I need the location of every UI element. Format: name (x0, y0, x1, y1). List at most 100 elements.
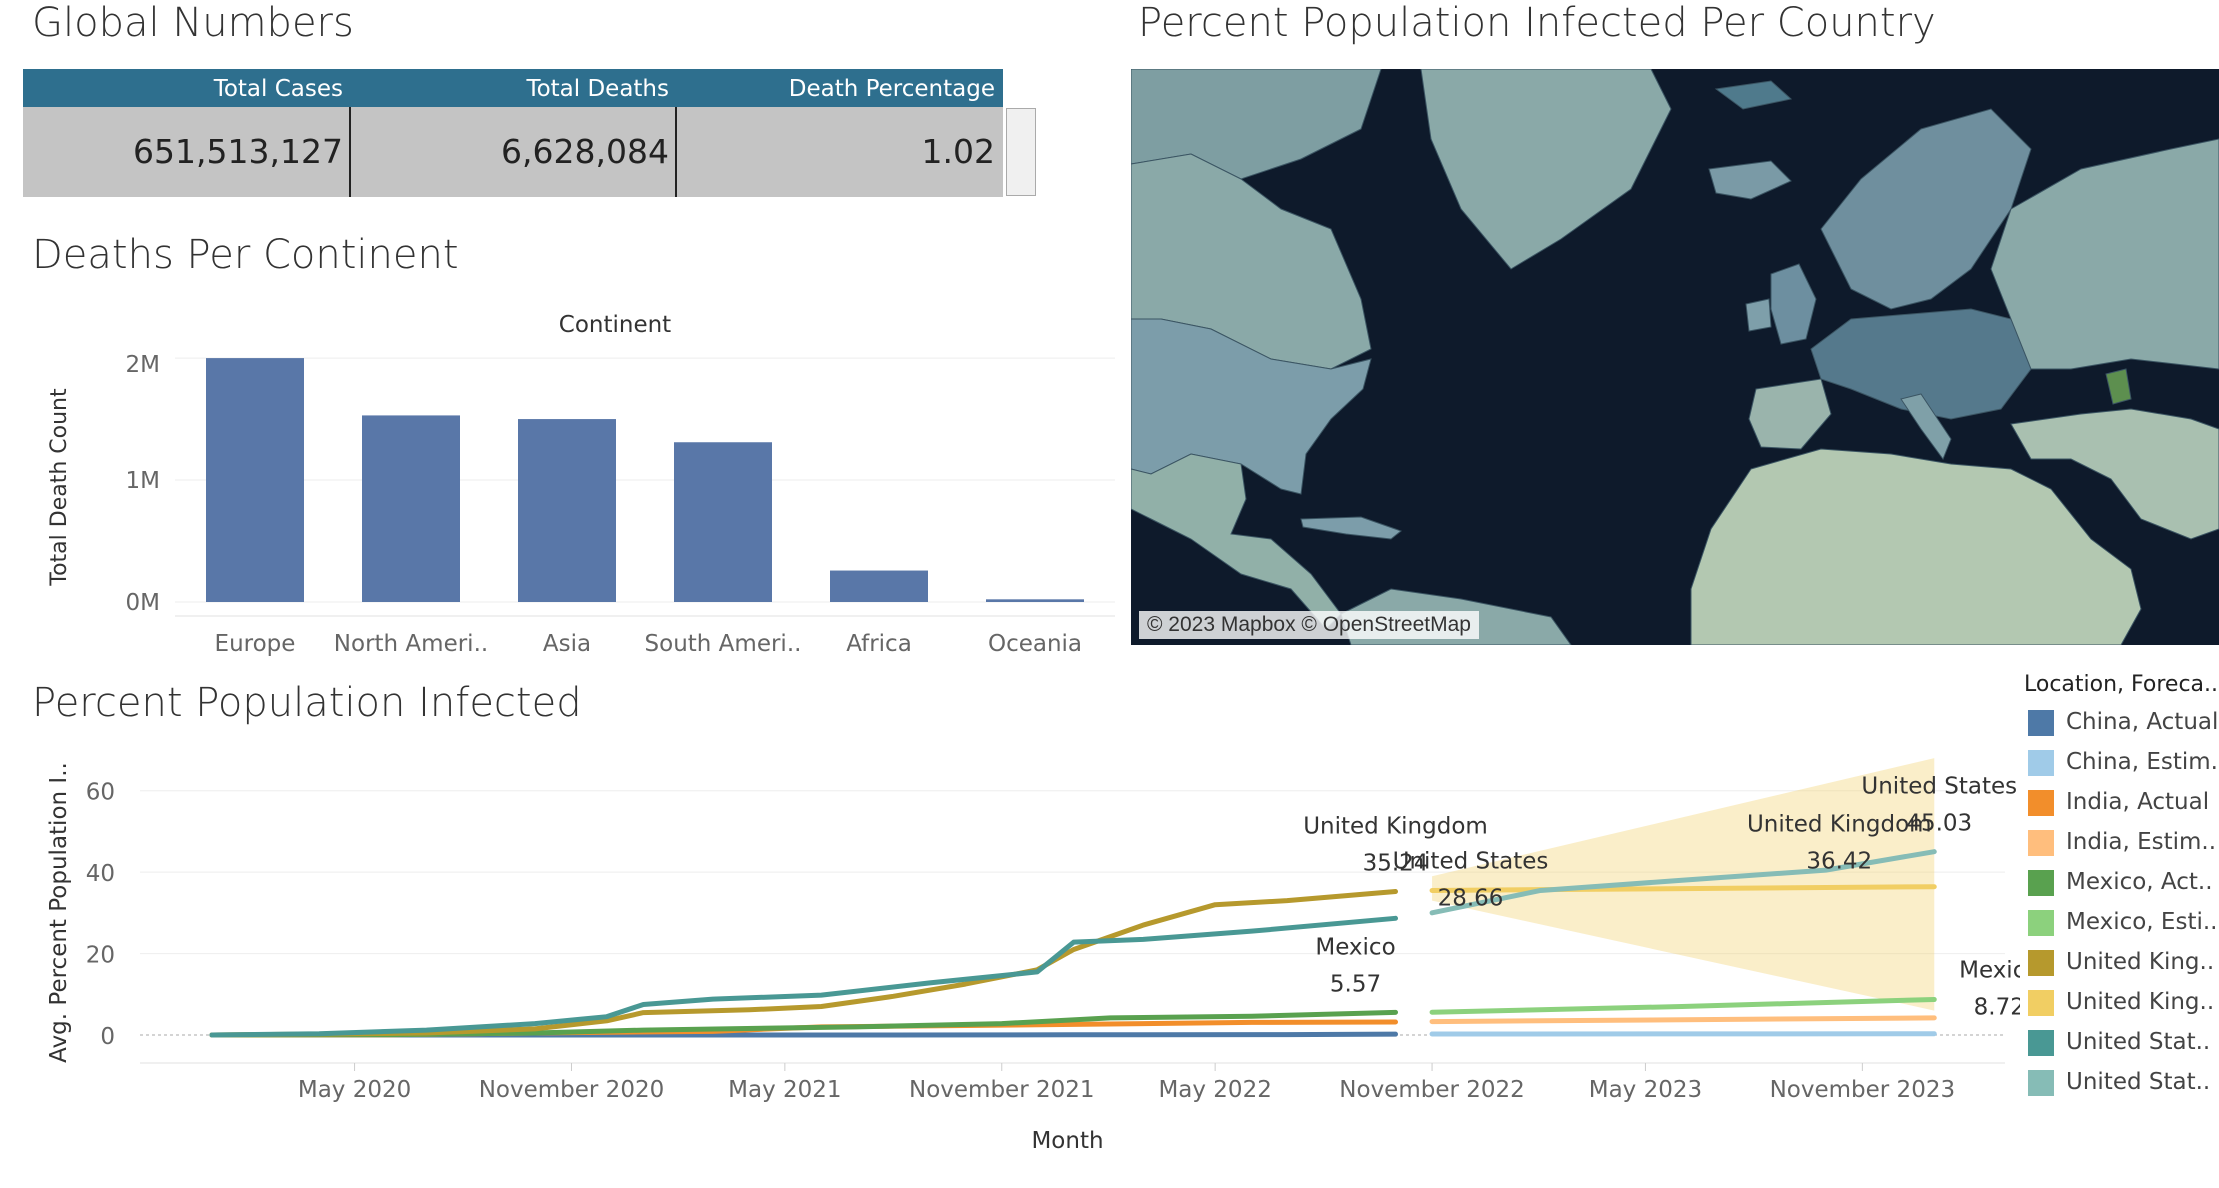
series-line-8 (1429, 884, 1937, 893)
annotation-value: 35.24 (1363, 851, 1429, 877)
legend-swatch (2028, 830, 2054, 856)
bar-2 (518, 419, 616, 602)
bar-x-tick-label: South Ameri.. (645, 631, 802, 657)
map-land-russia[interactable] (1990, 138, 2219, 370)
bar-1 (362, 415, 460, 602)
legend-item[interactable]: India, Actual (2024, 782, 2219, 822)
map-title: Percent Population Infected Per Country (1138, 0, 1936, 46)
bar-y-tick-label: 0M (126, 590, 160, 616)
header-total-cases[interactable]: Total Cases (213, 76, 343, 102)
bar-x-tick-label: North Ameri.. (334, 631, 488, 657)
legend-label: United King.. (2066, 949, 2215, 975)
line-x-tick-label: November 2020 (479, 1077, 665, 1103)
line-y-axis-label: Avg. Percent Population I.. (46, 762, 72, 1063)
line-x-tick-label: November 2022 (1339, 1077, 1525, 1103)
legend-label: United Stat.. (2066, 1069, 2211, 1095)
legend-item[interactable]: India, Estim.. (2024, 822, 2219, 862)
bar-3 (674, 442, 772, 602)
legend-label: United King.. (2066, 989, 2215, 1015)
legend-item[interactable]: Mexico, Act.. (2024, 862, 2219, 902)
series-line-9 (1429, 849, 1937, 916)
bar-x-tick-label: Asia (543, 631, 591, 657)
map-land-iceland[interactable] (1708, 160, 1792, 200)
legend-item[interactable]: Mexico, Esti.. (2024, 902, 2219, 942)
legend-swatch (2028, 710, 2054, 736)
bar-5 (986, 599, 1084, 602)
annotation-name: United States (1393, 848, 1549, 874)
world-map[interactable]: © 2023 Mapbox © OpenStreetMap (1131, 69, 2219, 645)
legend-label: China, Actual (2066, 709, 2219, 735)
line-y-tick-label: 60 (86, 780, 115, 806)
header-death-percentage[interactable]: Death Percentage (788, 76, 995, 102)
total-cases-value: 651,513,127 (133, 132, 343, 171)
death-percentage-value: 1.02 (921, 132, 995, 171)
series-line-4 (209, 915, 1399, 1038)
legend-item[interactable]: United King.. (2024, 942, 2219, 982)
deaths-per-continent-chart: Continent 0M 1M 2M Europe North Ameri.. Asia So… (47, 312, 1115, 657)
map-land-middle-east[interactable] (2010, 408, 2219, 540)
legend-label: India, Actual (2066, 789, 2210, 815)
map-land-greenland[interactable] (1420, 69, 1672, 270)
annotation-name: United States (1861, 774, 2017, 800)
map-land-africa[interactable] (1690, 448, 2142, 645)
map-land-caribbean[interactable] (1300, 516, 1403, 540)
annotation-name: United Kingdom (1303, 814, 1488, 840)
bar-x-tick-label: Oceania (988, 631, 1082, 657)
forecast-band (1432, 758, 1935, 1011)
map-land-europe[interactable] (1810, 308, 2032, 420)
legend-swatch (2028, 790, 2054, 816)
column-divider (349, 107, 351, 197)
legend-item[interactable]: China, Actual (2024, 702, 2219, 742)
map-credit: © 2023 Mapbox © OpenStreetMap (1139, 611, 1479, 639)
line-y-tick-label: 20 (86, 943, 115, 969)
legend-swatch (2028, 1030, 2054, 1056)
annotation-value: 5.57 (1330, 971, 1381, 997)
legend-title: Location, Foreca.. (2024, 672, 2219, 697)
map-land-svalbard[interactable] (1714, 80, 1793, 110)
map-land-caucasus[interactable] (2105, 368, 2132, 405)
series-line-3 (209, 889, 1399, 1038)
bar-x-tick-label: Africa (846, 631, 912, 657)
annotation-value: 8.72 (1974, 994, 2020, 1020)
legend-swatch (2028, 1070, 2054, 1096)
map-land-italy[interactable] (1900, 393, 1952, 461)
legend-swatch (2028, 750, 2054, 776)
global-numbers-title: Global Numbers (32, 0, 354, 46)
line-x-axis-label: Month (1031, 1128, 1103, 1154)
header-total-deaths[interactable]: Total Deaths (526, 76, 669, 102)
legend-swatch (2028, 990, 2054, 1016)
series-line-6 (1429, 1015, 1937, 1025)
bar-y-tick-label: 1M (126, 468, 160, 494)
legend-item[interactable]: United Stat.. (2024, 1062, 2219, 1102)
line-y-tick-label: 40 (86, 861, 115, 887)
legend-item[interactable]: United Stat.. (2024, 1022, 2219, 1062)
map-canvas[interactable] (1131, 69, 2219, 645)
line-x-tick-label: May 2021 (728, 1077, 841, 1103)
bar-0 (206, 358, 304, 602)
line-x-tick-label: November 2023 (1770, 1077, 1956, 1103)
legend-label: Mexico, Esti.. (2066, 909, 2218, 935)
legend-label: Mexico, Act.. (2066, 869, 2213, 895)
line-x-tick-label: November 2021 (909, 1077, 1095, 1103)
legend-label: United Stat.. (2066, 1029, 2211, 1055)
map-land-ireland[interactable] (1745, 298, 1772, 332)
map-land-uk[interactable] (1770, 263, 1817, 345)
column-divider (675, 107, 677, 197)
line-x-tick-label: May 2022 (1158, 1077, 1271, 1103)
legend-item[interactable]: China, Estim.. (2024, 742, 2219, 782)
legend: Location, Foreca.. China, Actual China, E… (2024, 668, 2219, 1102)
legend-items: China, Actual China, Estim.. India, Actual… (2024, 702, 2219, 1102)
table-row: 651,513,127 6,628,084 1.02 (23, 107, 1003, 197)
deaths-per-continent-title: Deaths Per Continent (32, 232, 459, 278)
table-scrollbar[interactable] (1006, 108, 1036, 196)
legend-label: India, Estim.. (2066, 829, 2217, 855)
annotation-value: 45.03 (1906, 811, 1972, 837)
line-x-tick-label: May 2023 (1589, 1077, 1702, 1103)
global-numbers-table: Total Cases Total Deaths Death Percentag… (23, 69, 1003, 197)
map-land-mexico[interactable] (1131, 453, 1342, 630)
legend-item[interactable]: United King.. (2024, 982, 2219, 1022)
map-land-iberia[interactable] (1748, 378, 1832, 450)
legend-label: China, Estim.. (2066, 749, 2219, 775)
percent-population-infected-chart: 0 20 40 60 May 2020 November 2020 May 2021 Nove… (46, 758, 2020, 1154)
series-line-7 (1429, 996, 1937, 1015)
